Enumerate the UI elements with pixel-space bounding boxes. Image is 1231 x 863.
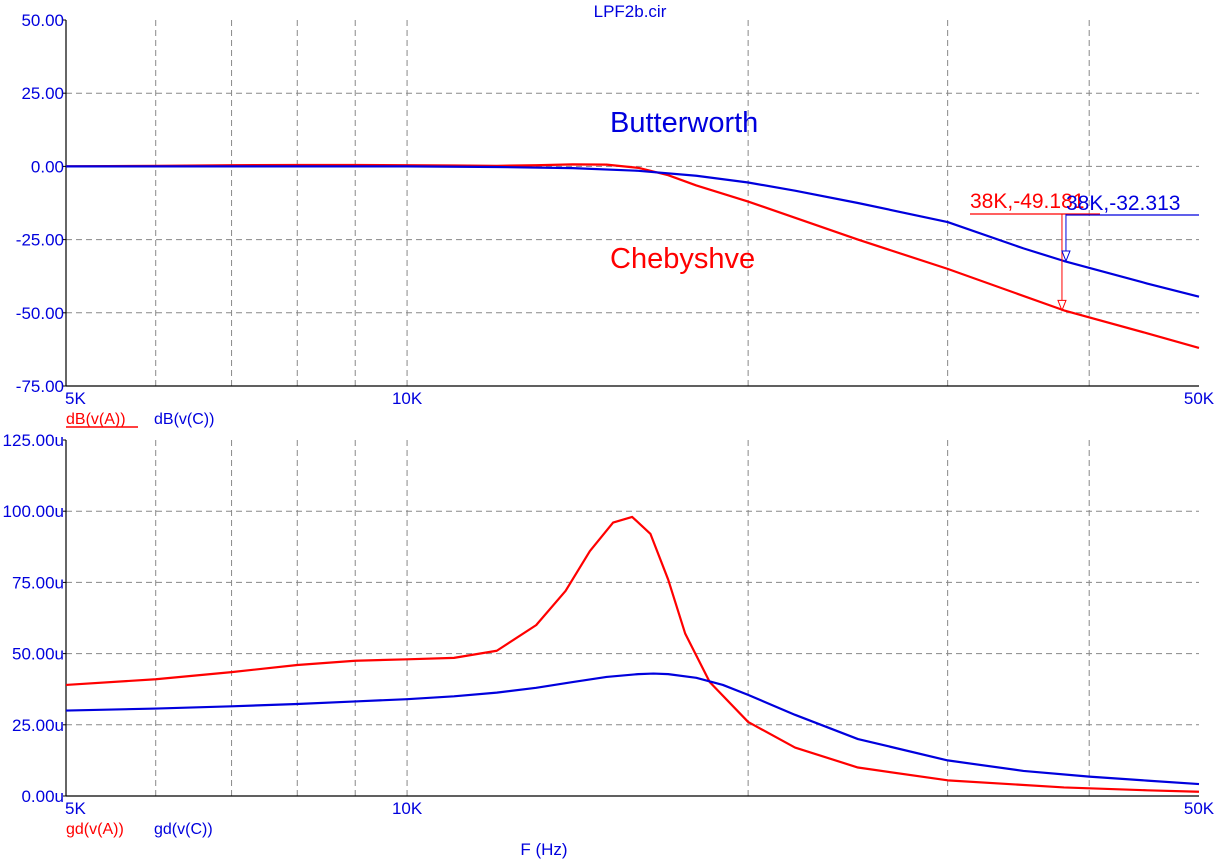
marker-label-blue: 38K,-32.313 — [1066, 192, 1180, 215]
legend-entry: dB(v(A)) — [66, 411, 126, 428]
series-line-dB(v(A)) — [65, 163, 1200, 349]
y-tick-label: 0.00 — [31, 157, 64, 176]
y-tick-label: 100.00u — [3, 502, 64, 521]
y-tick-label: 50.00 — [21, 11, 64, 30]
legend-entry: dB(v(C)) — [154, 411, 214, 428]
y-tick-label: -25.00 — [16, 231, 64, 250]
x-tick-label: 10K — [392, 389, 423, 408]
legend-entry: gd(v(A)) — [66, 821, 124, 838]
series-line-gd(v(A)) — [65, 515, 1200, 793]
x-tick-label: 5K — [65, 799, 86, 818]
x-tick-label: 50K — [1184, 799, 1215, 818]
y-tick-label: 75.00u — [12, 573, 64, 592]
x-axis-title: F (Hz) — [520, 840, 567, 859]
series-line-gd(v(C)) — [65, 672, 1200, 786]
marker-arrow — [1061, 250, 1071, 263]
grid — [66, 440, 1199, 796]
legend-entry: gd(v(C)) — [154, 821, 213, 838]
grid — [66, 20, 1199, 386]
y-tick-label: -75.00 — [16, 377, 64, 396]
window-title: LPF2b.cir — [594, 2, 667, 21]
y-tick-label: 25.00u — [12, 716, 64, 735]
y-tick-label: 0.00u — [21, 787, 64, 806]
x-tick-label: 50K — [1184, 389, 1215, 408]
annotation-chebyshve: Chebyshve — [610, 243, 755, 275]
x-tick-label: 5K — [65, 389, 86, 408]
y-tick-label: 125.00u — [3, 431, 64, 450]
marker-label-red: 38K,-49.181 — [970, 190, 1084, 213]
annotation-butterworth: Butterworth — [610, 107, 758, 139]
y-tick-label: 50.00u — [12, 645, 64, 664]
series-line-dB(v(C)) — [66, 165, 1200, 298]
x-tick-label: 10K — [392, 799, 423, 818]
y-tick-label: 25.00 — [21, 84, 64, 103]
y-tick-label: -50.00 — [16, 304, 64, 323]
marker-arrow — [1057, 299, 1067, 312]
